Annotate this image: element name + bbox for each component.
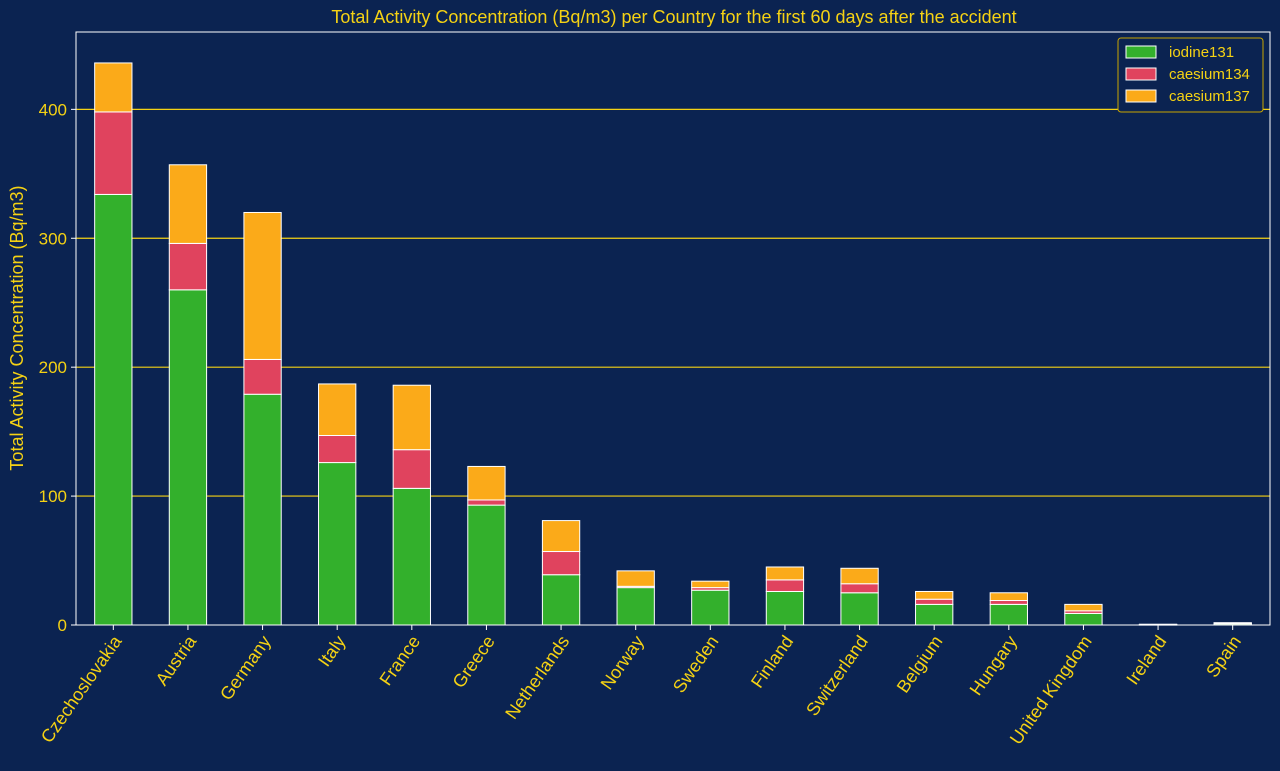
bar-caesium134-netherlands [541, 551, 581, 576]
bar-caesium137-germany [243, 211, 282, 360]
bar-iodine131-belgium [915, 603, 954, 626]
chart-title: Total Activity Concentration (Bq/m3) per… [331, 7, 1016, 27]
bar-caesium137-czechoslovakia [94, 62, 133, 113]
y-tick-label: 200 [39, 358, 67, 377]
legend-label-caesium137: caesium137 [1169, 88, 1250, 105]
bar-caesium137-belgium [915, 590, 954, 600]
y-tick-label: 400 [39, 100, 67, 119]
bar-caesium137-united-kingdom [1064, 603, 1103, 612]
bar-caesium137-switzerland [840, 567, 879, 585]
bar-iodine131-greece [467, 504, 506, 626]
y-tick-label: 100 [39, 487, 67, 506]
axes [71, 31, 1271, 630]
bar-caesium134-germany [243, 358, 282, 395]
bar-iodine131-austria [168, 289, 208, 626]
bar-caesium134-italy [318, 434, 357, 464]
bar-iodine131-czechoslovakia [94, 193, 133, 626]
bar-caesium137-france [392, 384, 431, 451]
bar-caesium137-sweden [691, 580, 730, 589]
bar-caesium134-belgium [915, 598, 954, 605]
bar-iodine131-finland [765, 590, 805, 626]
y-tick-label: 0 [58, 616, 67, 635]
bar-iodine131-switzerland [840, 592, 879, 626]
plot-frame [75, 31, 1271, 626]
legend-swatch-caesium134 [1125, 67, 1157, 81]
bar-iodine131-norway [616, 587, 655, 626]
bar-caesium137-spain [1213, 622, 1252, 624]
bar-caesium137-hungary [989, 592, 1028, 602]
bar-iodine131-france [392, 487, 431, 626]
bar-caesium134-france [392, 449, 431, 489]
bar-caesium137-finland [765, 566, 805, 581]
bar-caesium134-greece [467, 499, 506, 506]
bar-caesium134-austria [168, 242, 208, 291]
legend: iodine131 caesium134 caesium137 [1117, 37, 1264, 113]
bar-iodine131-hungary [989, 603, 1028, 626]
bar-caesium137-norway [616, 570, 655, 587]
legend-swatch-iodine131 [1125, 45, 1157, 59]
bar-iodine131-netherlands [541, 574, 581, 626]
bar-iodine131-germany [243, 393, 282, 626]
bar-iodine131-italy [318, 462, 357, 626]
bar-caesium137-italy [318, 383, 357, 436]
legend-swatch-caesium137 [1125, 89, 1157, 103]
bar-caesium134-hungary [989, 600, 1028, 605]
y-tick-label: 300 [39, 229, 67, 248]
bar-caesium137-netherlands [541, 520, 581, 553]
bar-caesium134-switzerland [840, 583, 879, 594]
legend-label-caesium134: caesium134 [1169, 66, 1250, 83]
bar-iodine131-united-kingdom [1064, 612, 1103, 626]
y-axis-label: Total Activity Concentration (Bq/m3) [7, 185, 27, 470]
bar-caesium134-czechoslovakia [94, 111, 133, 195]
y-tick-labels: 0 100 200 300 400 [39, 100, 67, 635]
bar-caesium134-finland [765, 579, 805, 592]
legend-label-iodine131: iodine131 [1169, 44, 1234, 61]
bar-iodine131-sweden [691, 589, 730, 626]
bar-caesium137-greece [467, 465, 506, 501]
bar-caesium137-austria [168, 164, 208, 244]
